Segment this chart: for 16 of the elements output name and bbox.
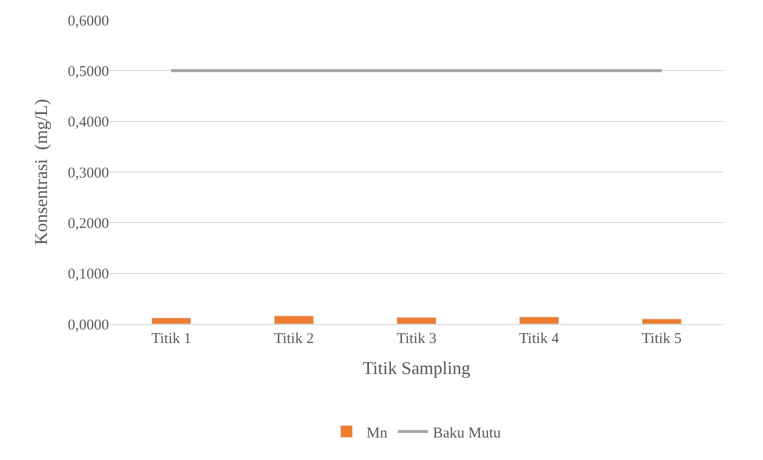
x-axis-title: Titik Sampling: [362, 358, 470, 378]
y-tick-label: 0,2000: [68, 216, 109, 232]
x-tick-label: Titik 3: [396, 331, 436, 347]
legend-label: Mn: [366, 425, 388, 442]
y-tick-label: 0,5000: [68, 64, 109, 80]
y-axis-title: Konsentrasi (mg/L): [30, 99, 51, 245]
x-tick-label: Titik 4: [519, 331, 560, 347]
y-tick-label: 0,3000: [68, 165, 109, 182]
x-tick-label: Titik 5: [642, 331, 682, 347]
y-tick-label: 0,4000: [68, 114, 109, 131]
y-tick-label: 0,1000: [68, 266, 109, 283]
x-tick-label: Titik 1: [151, 331, 192, 347]
y-tick-label: 0,0000: [68, 317, 109, 334]
x-tick-label: Titik 2: [274, 331, 314, 347]
legend-label: Baku Mutu: [432, 425, 502, 442]
y-tick-label: 0,6000: [68, 13, 109, 30]
